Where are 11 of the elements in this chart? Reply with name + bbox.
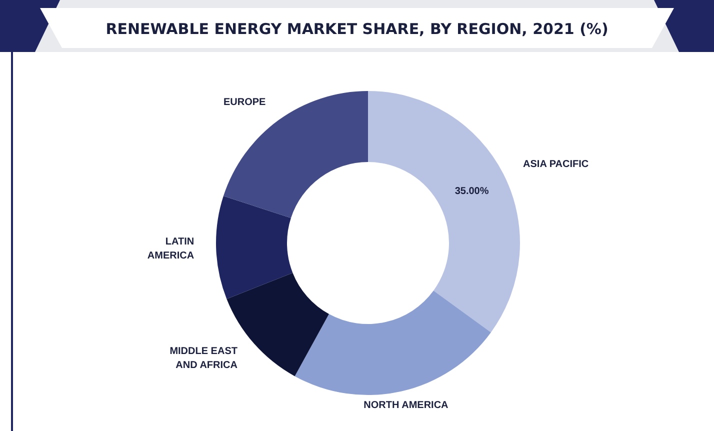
slice-label: LATIN AMERICA — [147, 236, 194, 262]
data-label: 35.00% — [454, 186, 489, 198]
donut-slice — [223, 91, 368, 218]
slice-label: NORTH AMERICA — [364, 400, 448, 411]
donut-slice — [216, 196, 293, 299]
chart-title: RENEWABLE ENERGY MARKET SHARE, BY REGION, 2021 (%) — [106, 20, 608, 38]
slice-label: ASIA PACIFIC — [523, 159, 589, 170]
slice-label: MIDDLE EAST AND AFRICA — [170, 346, 238, 372]
slice-label: EUROPE — [223, 97, 266, 108]
donut-slice — [294, 290, 491, 395]
donut-slice — [368, 91, 520, 332]
